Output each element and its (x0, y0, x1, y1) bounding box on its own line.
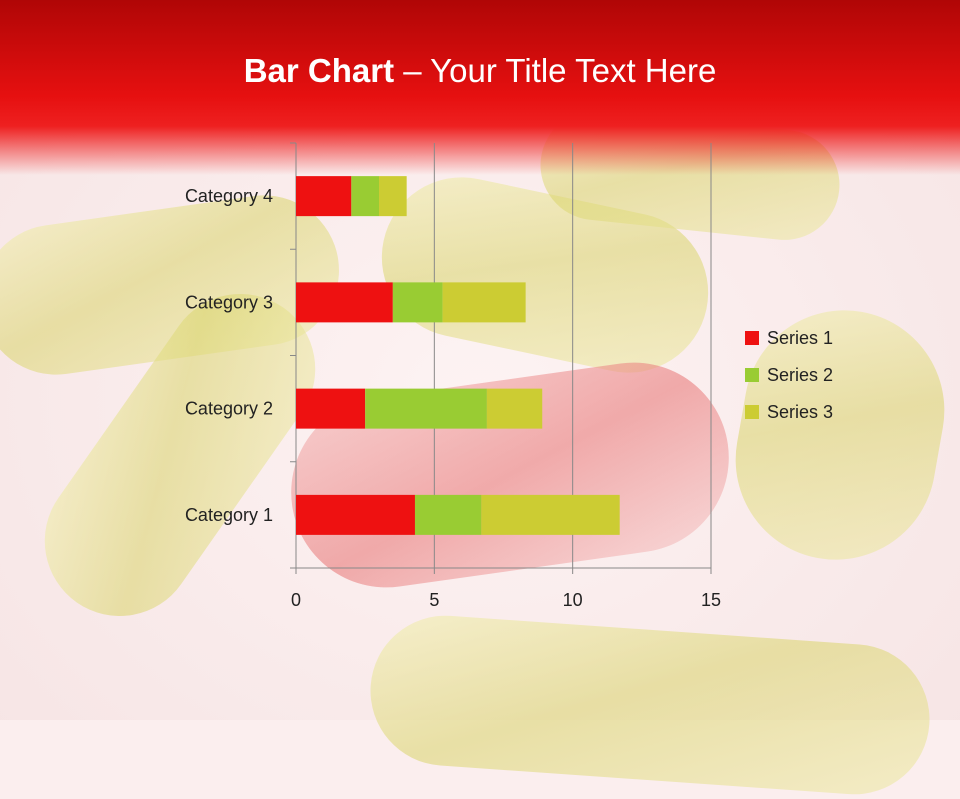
title-bar (0, 0, 960, 175)
legend-swatch (745, 368, 759, 382)
title-rest: – Your Title Text Here (394, 52, 717, 89)
bar-series-2 (392, 282, 443, 323)
bar-series-1 (296, 282, 393, 323)
x-tick-label: 10 (563, 590, 583, 610)
x-tick-label: 15 (701, 590, 721, 610)
category-label: Category 2 (185, 399, 273, 419)
x-tick-label: 5 (429, 590, 439, 610)
legend-swatch (745, 331, 759, 345)
title-bold: Bar Chart (243, 52, 395, 89)
bar-series-3 (481, 494, 620, 535)
slide-title: Bar Chart – Your Title Text Here (0, 52, 960, 90)
legend-label: Series 2 (767, 365, 833, 385)
bar-series-1 (296, 176, 352, 217)
bar-series-3 (486, 388, 543, 429)
category-label: Category 1 (185, 505, 273, 525)
bar-chart: 0 5 10 15 Category 1 Category 2 Category 3 Cate… (185, 142, 833, 610)
bar-series-3 (442, 282, 526, 323)
category-label: Category 4 (185, 186, 273, 206)
category-label: Category 3 (185, 292, 273, 312)
x-tick-label: 0 (291, 590, 301, 610)
bar-series-1 (296, 388, 366, 429)
bar-series-3 (379, 176, 407, 217)
legend-label: Series 1 (767, 328, 833, 348)
legend-swatch (745, 405, 759, 419)
bar-series-2 (414, 494, 482, 535)
bar-series-2 (351, 176, 379, 217)
bar-series-2 (365, 388, 487, 429)
legend-label: Series 3 (767, 402, 833, 422)
bar-series-1 (296, 494, 415, 535)
